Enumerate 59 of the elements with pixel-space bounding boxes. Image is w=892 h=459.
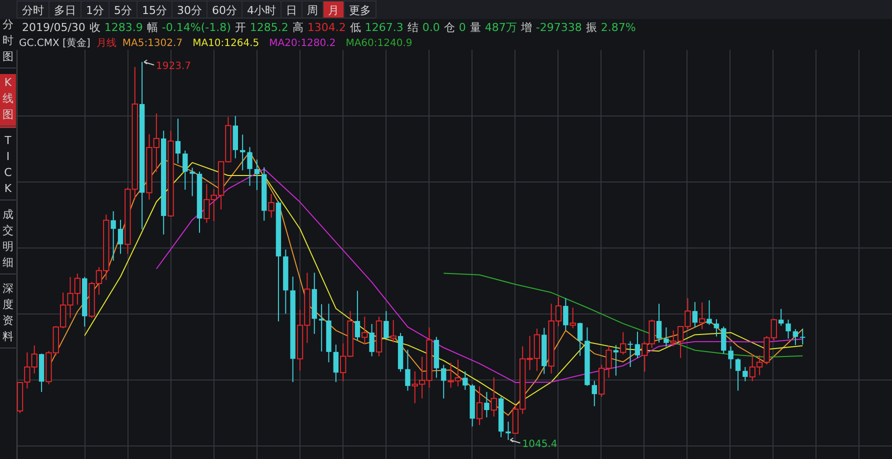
candlestick [792,328,798,346]
text: MA20:1280.2 [269,38,336,49]
candlestick [441,364,446,399]
candlestick [692,302,698,328]
candlestick [699,302,706,330]
candlestick [592,380,597,407]
candlestick [247,146,252,186]
candlestick [742,366,748,382]
candlestick [721,326,726,354]
candlestick [563,298,568,330]
candlestick [506,421,511,440]
candlestick [714,318,720,337]
candlestick [390,320,396,343]
candlestick [634,331,640,358]
text: MA60:1240.9 [346,38,412,49]
text: MA5:1302.7 [122,38,183,49]
candlestick [628,340,633,368]
candlestick [735,358,741,392]
candlestick [175,118,181,164]
candlestick [190,167,195,197]
candlestick [570,307,576,329]
text: TICK [4,134,12,195]
text: 分时 多日 1分 5分 15分 30分 60分 4小时 日 周 月 更多 [22,4,371,17]
candlestick [369,323,374,357]
candlestick [384,310,389,340]
candlestick [656,303,662,343]
candlestick [706,300,712,326]
text: GC.CMX [黄金] [19,37,90,49]
candlestick [462,370,468,390]
annotation: 1045.4 [522,439,558,450]
candlestick [268,193,274,218]
text: MA10:1264.5 [192,38,260,49]
candlestick [577,322,583,356]
candlestick [664,326,669,348]
text: 月线 [96,37,116,49]
candlestick [110,210,116,262]
text: 成交明细 [2,208,14,269]
candlestick [620,332,626,356]
text: 深度资料 [2,282,14,343]
candlestick [728,346,734,370]
candlestick [240,134,246,171]
candlestick [484,391,490,418]
candlestick [254,159,260,191]
candlestick [778,308,784,326]
candlestick [786,319,791,340]
text: 分时图 [2,18,14,63]
candlestick [362,316,368,345]
annotation: 1923.7 [156,61,192,72]
candlestick [333,344,339,383]
text: 2019/05/30 收 1283.9 幅 -0.14%(-1.8) 开 1285.2 高 1304.2 低 1267.3 结 0.0 仓 0 量 487万 增 -297338 振 2.87% [22,21,636,34]
candlestick [354,290,360,341]
text: K线图 [2,76,14,121]
candlestick [118,219,124,254]
candlestick [405,349,410,392]
candlestick [490,376,497,417]
candlestick [613,344,619,376]
candlestick [800,328,806,345]
candlestick [182,150,188,190]
candlestick [476,386,483,426]
